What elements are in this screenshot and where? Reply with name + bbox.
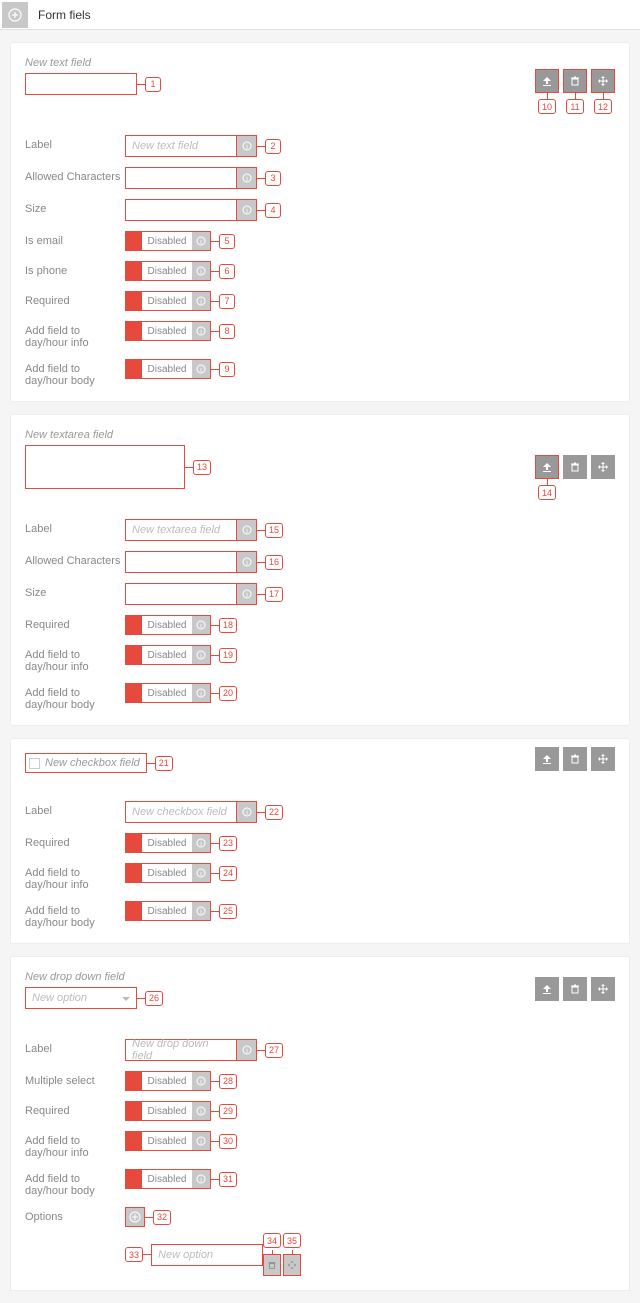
row-label: Add field to day/hour body — [25, 359, 125, 387]
info-icon: i — [192, 292, 210, 310]
add-field-button[interactable] — [2, 2, 28, 28]
label-input[interactable]: New text field — [125, 135, 237, 157]
is-email-toggle[interactable]: Disabledi — [125, 231, 211, 251]
delete-button[interactable] — [563, 977, 587, 1001]
add-info-toggle[interactable]: Disabledi — [125, 863, 211, 883]
required-toggle[interactable]: Disabledi — [125, 1101, 211, 1121]
label-input[interactable]: New textarea field — [125, 519, 237, 541]
header: Form fiels — [0, 0, 640, 30]
callout: 12 — [594, 99, 612, 114]
preview-text-input[interactable] — [25, 73, 137, 95]
add-info-toggle[interactable]: Disabledi — [125, 645, 211, 665]
row-label: Label — [25, 135, 125, 151]
size-input[interactable] — [125, 199, 237, 221]
delete-button[interactable] — [563, 69, 587, 93]
delete-button[interactable] — [563, 747, 587, 771]
page: Form fiels New text field 1 10 11 12 — [0, 0, 640, 1291]
info-icon[interactable]: i — [237, 1039, 257, 1061]
callout: 10 — [538, 99, 556, 114]
option-input[interactable]: New option — [151, 1244, 263, 1266]
add-option-button[interactable] — [125, 1207, 145, 1227]
row-label: Is email — [25, 231, 125, 247]
info-icon[interactable]: i — [237, 519, 257, 541]
row-label: Is phone — [25, 261, 125, 277]
move-button[interactable] — [591, 455, 615, 479]
required-toggle[interactable]: Disabledi — [125, 291, 211, 311]
size-input[interactable] — [125, 583, 237, 605]
info-icon: i — [192, 322, 210, 340]
preview-select[interactable]: New option — [25, 987, 137, 1009]
row-label: Required — [25, 291, 125, 307]
info-icon[interactable]: i — [237, 199, 257, 221]
move-up-button[interactable] — [535, 977, 559, 1001]
add-body-toggle[interactable]: Disabledi — [125, 359, 211, 379]
multiple-select-toggle[interactable]: Disabledi — [125, 1071, 211, 1091]
text-field-card: New text field 1 10 11 12 — [10, 42, 630, 402]
delete-button[interactable] — [563, 455, 587, 479]
row-label: Allowed Characters — [25, 167, 125, 183]
info-icon[interactable]: i — [237, 801, 257, 823]
allowed-chars-input[interactable] — [125, 551, 237, 573]
required-toggle[interactable]: Disabledi — [125, 615, 211, 635]
preview-label: New textarea field — [25, 429, 615, 441]
info-icon[interactable]: i — [237, 167, 257, 189]
info-icon[interactable]: i — [237, 551, 257, 573]
info-icon[interactable]: i — [237, 583, 257, 605]
checkbox-field-card: New checkbox field 21 Label New checkbox… — [10, 738, 630, 944]
add-body-toggle[interactable]: Disabledi — [125, 901, 211, 921]
label-input[interactable]: New drop down field — [125, 1039, 237, 1061]
preview-textarea[interactable] — [25, 445, 185, 489]
textarea-field-card: New textarea field 13 14 Label New texta… — [10, 414, 630, 726]
add-info-toggle[interactable]: Disabledi — [125, 321, 211, 341]
is-phone-toggle[interactable]: Disabledi — [125, 261, 211, 281]
callout: 1 — [145, 77, 161, 92]
info-icon: i — [192, 232, 210, 250]
move-up-button[interactable] — [535, 455, 559, 479]
allowed-chars-input[interactable] — [125, 167, 237, 189]
move-up-button[interactable] — [535, 69, 559, 93]
info-icon: i — [192, 360, 210, 378]
move-button[interactable] — [591, 977, 615, 1001]
label-input[interactable]: New checkbox field — [125, 801, 237, 823]
preview-checkbox[interactable]: New checkbox field — [25, 753, 147, 773]
row-label: Size — [25, 199, 125, 215]
add-body-toggle[interactable]: Disabledi — [125, 1169, 211, 1189]
required-toggle[interactable]: Disabledi — [125, 833, 211, 853]
add-body-toggle[interactable]: Disabledi — [125, 683, 211, 703]
row-label: Add field to day/hour info — [25, 321, 125, 349]
add-info-toggle[interactable]: Disabledi — [125, 1131, 211, 1151]
preview-label: New text field — [25, 57, 615, 69]
info-icon: i — [192, 262, 210, 280]
move-button[interactable] — [591, 747, 615, 771]
info-icon[interactable]: i — [237, 135, 257, 157]
option-move-button[interactable] — [283, 1254, 301, 1276]
dropdown-field-card: New drop down field New option 26 Label … — [10, 956, 630, 1291]
header-title: Form fiels — [38, 8, 91, 22]
callout: 11 — [566, 99, 583, 114]
move-button[interactable] — [591, 69, 615, 93]
move-up-button[interactable] — [535, 747, 559, 771]
option-delete-button[interactable] — [263, 1254, 281, 1276]
